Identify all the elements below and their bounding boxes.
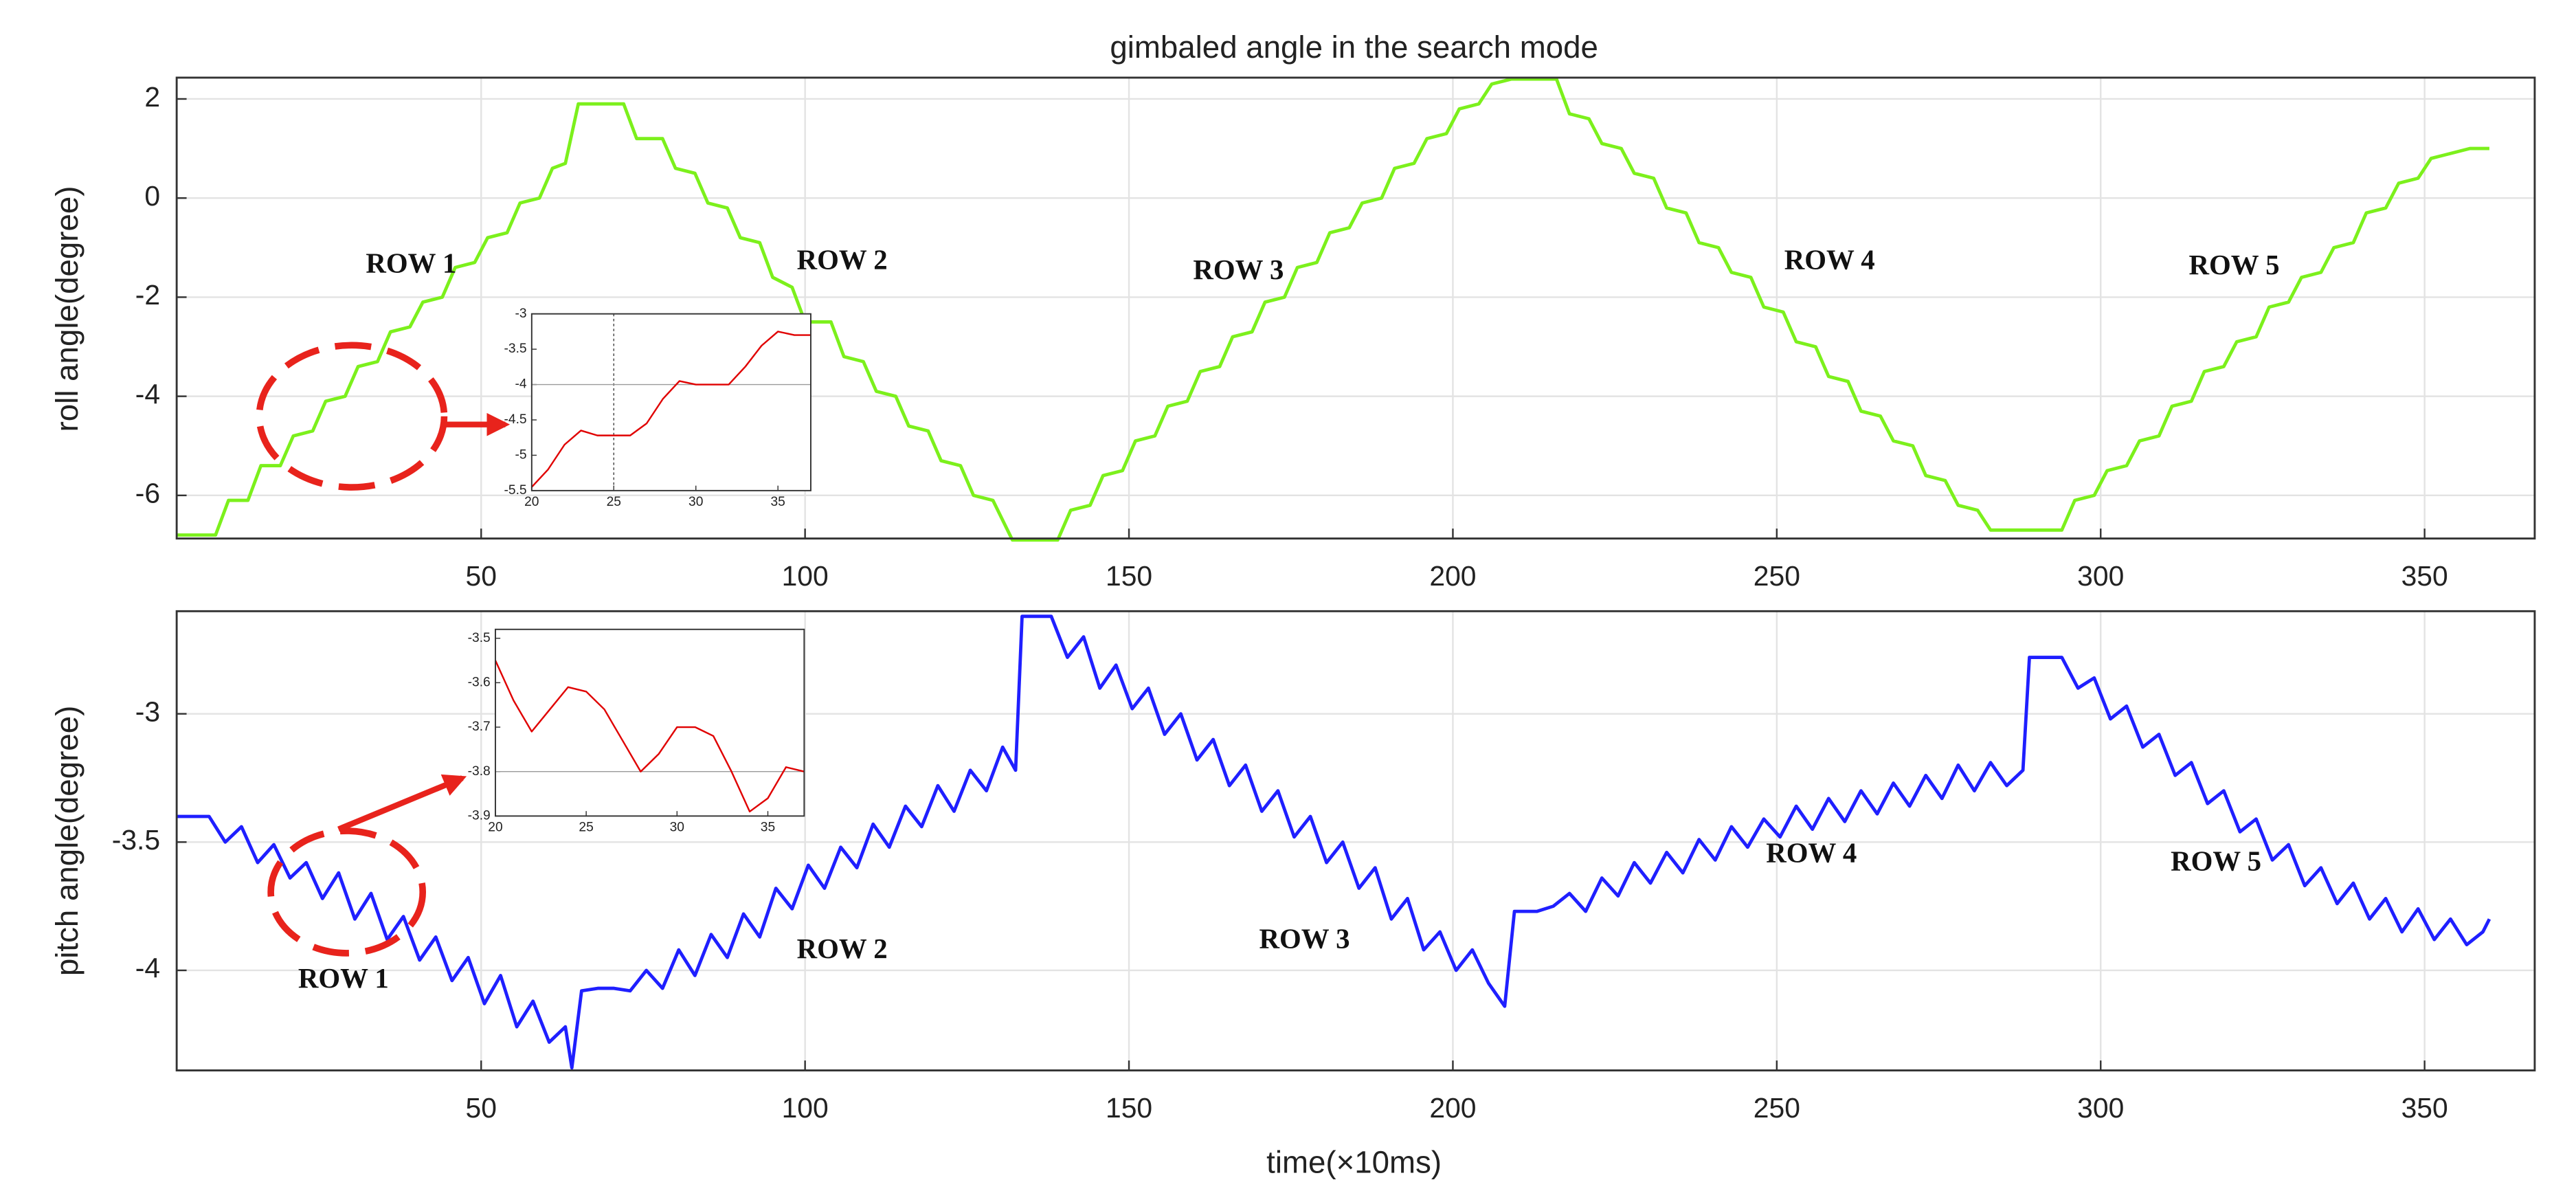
chart-title: gimbaled angle in the search mode [1110,30,1598,65]
x-tick-label: 250 [1754,1092,1800,1124]
x-tick-label: 100 [782,1092,829,1124]
y-tick-label: -6 [135,478,160,509]
y-tick-label: -4 [515,377,527,392]
y-tick-label: 0 [144,180,160,212]
x-tick-label: 25 [579,820,593,834]
axes-frame [530,313,811,491]
row-annotation: ROW 1 [366,247,456,278]
axes-frame [175,610,2536,1071]
y-tick-label: -3.6 [468,675,491,689]
y-tick-label: -3 [515,307,527,321]
x-tick-label: 300 [2077,1092,2124,1124]
highlight-arrow [337,774,467,832]
y-tick-label: -2 [135,279,160,311]
y-tick-label: -3 [135,695,160,727]
row-annotation: ROW 1 [298,963,389,994]
highlight-ellipse [256,342,448,491]
row-annotation: ROW 5 [2171,845,2261,876]
x-tick-label: 150 [1106,560,1152,592]
y-tick-label: -3.7 [468,720,491,734]
y-tick-label: -4 [135,953,160,984]
x-tick-label: 50 [466,560,497,592]
plot-area [495,629,805,816]
x-tick-label: 30 [670,820,684,834]
x-tick-label: 350 [2401,1092,2448,1124]
x-tick-label: 200 [1429,1092,1476,1124]
inset-axes: 20 25 30 35 -3 -3.5 -4 -4.5 -5 -5.5 [504,307,811,509]
x-tick-label: 20 [524,495,539,509]
y-tick-label: -3.5 [468,631,491,645]
y-tick-label: -5 [515,448,527,463]
y-tick-label: -5.5 [504,483,527,498]
highlight-ellipse [267,827,427,957]
data-line [177,614,2491,1070]
data-line [494,660,805,813]
row-annotation: ROW 4 [1766,837,1857,868]
row-annotation: ROW 5 [2189,249,2280,280]
y-tick-label: -3.5 [112,824,160,856]
x-tick-label: 35 [761,820,775,834]
y-tick-label: -3.9 [468,808,491,823]
row-annotation: ROW 3 [1193,254,1284,285]
x-tick-label: 25 [607,495,621,509]
y-tick-label: 2 [144,81,160,113]
row-annotation: ROW 2 [797,933,888,964]
x-tick-label: 150 [1106,1092,1152,1124]
x-tick-label: 35 [770,495,785,509]
y-axis-label: roll angle(degree) [49,186,85,432]
x-tick-label: 200 [1429,560,1476,592]
axes: 50 100 150 200 250 300 350 -6 -4 -2 0 2 [135,76,2536,592]
x-tick-label: 50 [466,1092,497,1124]
row-annotation: ROW 2 [797,245,888,276]
data-line [530,331,811,488]
plot-area [177,77,2535,539]
y-tick-label: -4.5 [504,412,527,427]
x-axis-label: time(×10ms) [1266,1145,1442,1180]
inset-axes: 20 25 30 35 -3.5 -3.6 -3.7 -3.8 -3.9 [468,628,805,834]
y-tick-label: -3.8 [468,764,491,779]
data-line [177,77,2489,542]
y-tick-label: -3.5 [504,342,527,356]
x-tick-label: 30 [688,495,703,509]
x-tick-label: 20 [488,820,502,834]
x-tick-label: 350 [2401,560,2448,592]
row-annotation: ROW 3 [1259,923,1350,954]
x-tick-label: 300 [2077,560,2124,592]
x-tick-label: 100 [782,560,829,592]
x-tick-label: 250 [1754,560,1800,592]
y-axis-label: pitch angle(degree) [49,706,85,976]
axes-frame [175,76,2536,540]
row-annotation: ROW 4 [1784,245,1875,276]
y-tick-label: -4 [135,378,160,410]
axes-frame [495,628,805,817]
